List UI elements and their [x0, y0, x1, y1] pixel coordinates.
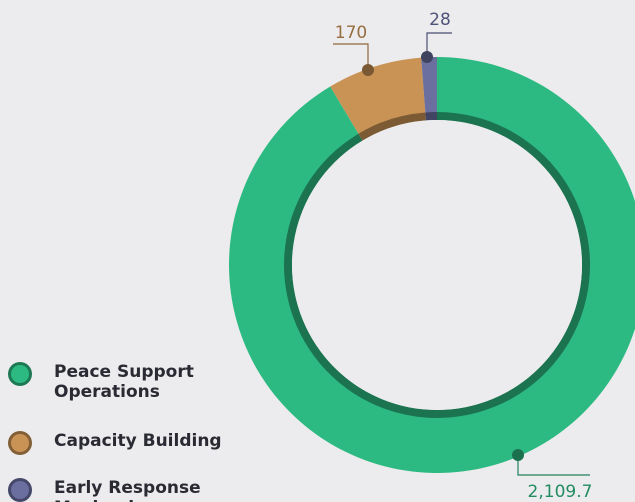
leader-dot [362, 64, 374, 76]
value-label: 2,109.7 [528, 482, 593, 502]
legend-label: Peace Support Operations [54, 362, 194, 402]
leader-dot [512, 449, 524, 461]
legend-item: Early Response Mechanism [8, 478, 264, 502]
leader-line [517, 455, 590, 476]
legend-swatch [8, 478, 32, 502]
value-label: 28 [429, 10, 451, 30]
legend-label: Capacity Building [54, 431, 222, 451]
donut-hole [292, 120, 582, 410]
leader-line [426, 32, 452, 57]
donut-slice [330, 57, 426, 141]
legend-label: Early Response Mechanism [54, 478, 201, 502]
slice-inner-band [425, 112, 437, 121]
leader-line [333, 43, 369, 70]
value-label: 170 [335, 23, 367, 43]
legend-swatch [8, 431, 32, 455]
legend-item: Capacity Building [8, 431, 264, 455]
legend-item: Peace Support Operations [8, 362, 204, 402]
donut-slice [229, 57, 635, 473]
leader-dot [421, 51, 433, 63]
legend-swatch [8, 362, 32, 386]
donut-slice [421, 57, 437, 121]
slice-inner-band [358, 112, 426, 141]
